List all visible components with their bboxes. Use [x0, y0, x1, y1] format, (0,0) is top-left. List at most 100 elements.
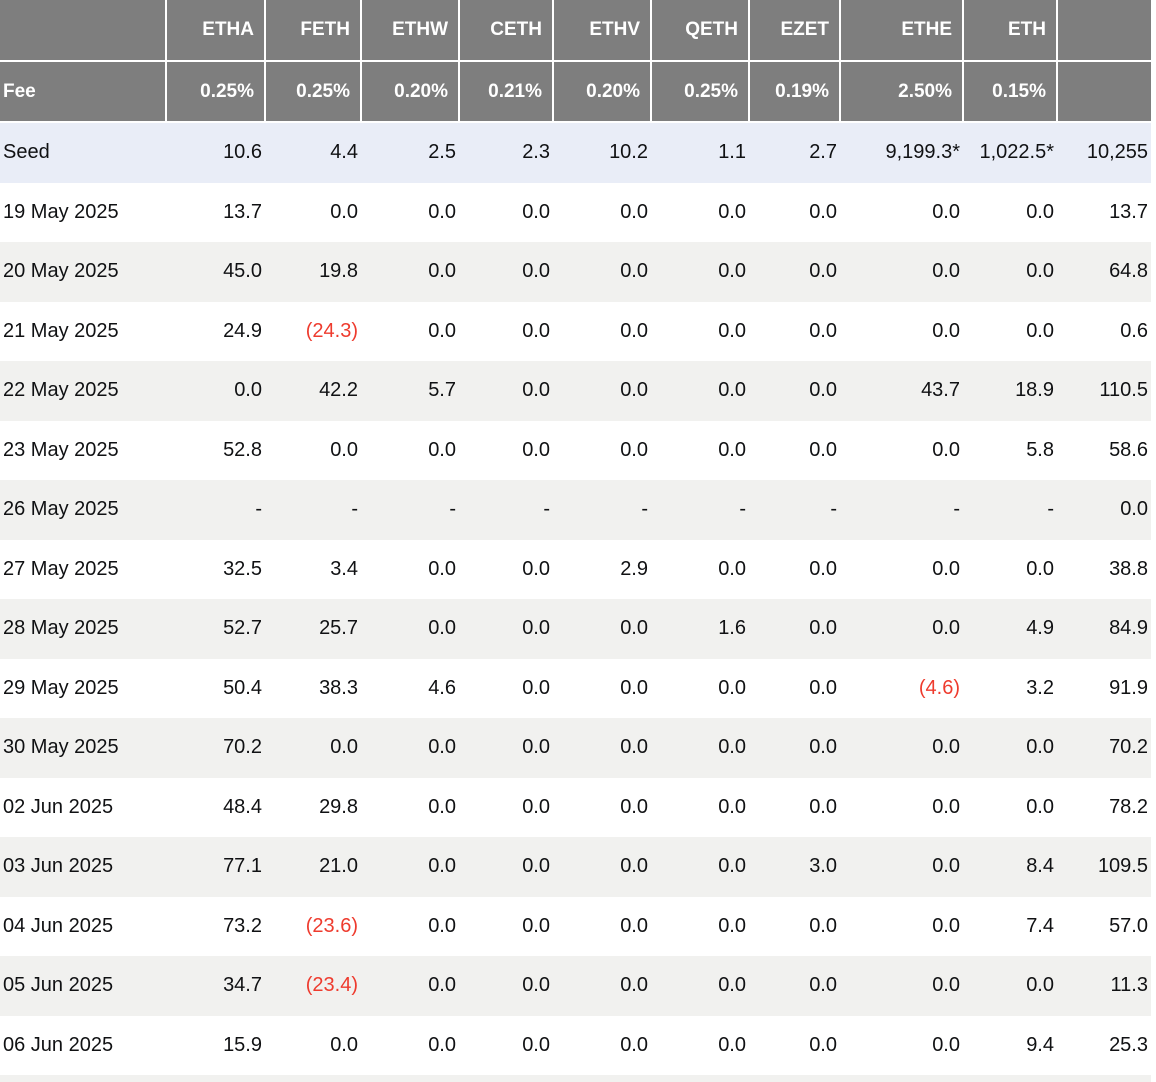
- flow-value: 0.0: [620, 795, 648, 818]
- flow-value: 0.0: [718, 914, 746, 937]
- flow-value: 4.4: [330, 141, 358, 164]
- fee-value: 0.20%: [361, 61, 460, 123]
- flow-value: 0.0: [330, 736, 358, 759]
- flow-value: 13.7: [223, 200, 262, 223]
- flow-value: 50.4: [223, 676, 262, 699]
- column-header-qeth: QETH: [651, 0, 750, 62]
- flow-value: 0.0: [330, 200, 358, 223]
- flow-value: 52.7: [223, 617, 262, 640]
- column-header-eth: ETH: [963, 0, 1058, 62]
- flow-value: (4.6): [918, 676, 960, 699]
- column-header-etha: ETHA: [166, 0, 266, 62]
- flow-value: 0.0: [809, 557, 837, 580]
- flow-value: 45.0: [223, 260, 262, 283]
- row-label: 04 Jun 2025: [3, 914, 114, 937]
- flow-value: 0.0: [932, 557, 960, 580]
- flow-value: 8.4: [1026, 855, 1054, 878]
- flow-value: -: [739, 498, 746, 521]
- row-label: 26 May 2025: [3, 498, 119, 521]
- flow-value: 0.0: [718, 200, 746, 223]
- total-value: 78.2: [1109, 795, 1148, 818]
- flow-value: 0.0: [932, 438, 960, 461]
- total-value: 0.6: [1120, 319, 1148, 342]
- flow-value: 10.2: [609, 141, 648, 164]
- flow-value: 0.0: [1026, 319, 1054, 342]
- flow-value: -: [1047, 498, 1054, 521]
- flow-value: 29.8: [319, 795, 358, 818]
- row-label: 22 May 2025: [3, 379, 119, 402]
- row-label: 20 May 2025: [3, 260, 119, 283]
- row-label: 30 May 2025: [3, 736, 119, 759]
- table-row: 04 Jun 2025 73.2 (23.6) 0.0 0.0 0.0 0.0 0.0 0.0 7…: [0, 897, 1151, 957]
- table-row: 28 May 2025 52.7 25.7 0.0 0.0 0.0 1.6 0.0 0.0 4.9…: [0, 599, 1151, 659]
- total-value: 84.9: [1109, 617, 1148, 640]
- table-row: 23 May 2025 52.8 0.0 0.0 0.0 0.0 0.0 0.0 0.0 5.8 5…: [0, 421, 1151, 481]
- flow-value: 0.0: [522, 260, 550, 283]
- flow-value: 0.0: [620, 319, 648, 342]
- flow-value: 0.0: [428, 914, 456, 937]
- flow-value: 2.3: [522, 141, 550, 164]
- table-row: 29 May 2025 50.4 38.3 4.6 0.0 0.0 0.0 0.0 (4.6) 3…: [0, 659, 1151, 719]
- flow-value: 0.0: [809, 914, 837, 937]
- flow-value: 0.0: [718, 855, 746, 878]
- total-value: 64.8: [1109, 260, 1148, 283]
- flow-value: 3.2: [1026, 676, 1054, 699]
- flow-value: 0.0: [330, 438, 358, 461]
- flow-value: 0.0: [809, 1033, 837, 1056]
- flow-value: 38.3: [319, 676, 358, 699]
- flow-value: 0.0: [932, 914, 960, 937]
- flow-value: 0.0: [718, 557, 746, 580]
- fee-value: 0.15%: [963, 61, 1058, 123]
- flow-value: 21.0: [319, 855, 358, 878]
- flow-value: 0.0: [932, 260, 960, 283]
- flow-value: -: [543, 498, 550, 521]
- total-value: 25.3: [1109, 1033, 1148, 1056]
- flow-value: 0.0: [718, 736, 746, 759]
- flow-value: 3.0: [809, 855, 837, 878]
- flow-value: 0.0: [522, 1033, 550, 1056]
- flow-value: 0.0: [809, 260, 837, 283]
- flow-value: 0.0: [1026, 736, 1054, 759]
- flow-value: 0.0: [620, 200, 648, 223]
- flow-value: 0.0: [620, 617, 648, 640]
- table-body: Seed 10.6 4.4 2.5 2.3 10.2 1.1 2.7 9,199.3* 1,022…: [0, 122, 1151, 1075]
- flow-value: 7.4: [1026, 914, 1054, 937]
- fee-value: 0.25%: [265, 61, 362, 123]
- total-value: 109.5: [1097, 855, 1148, 878]
- flow-value: 0.0: [428, 974, 456, 997]
- row-label: 28 May 2025: [3, 617, 119, 640]
- table-row: 02 Jun 2025 48.4 29.8 0.0 0.0 0.0 0.0 0.0 0.0 0.0…: [0, 778, 1151, 838]
- row-label: 19 May 2025: [3, 200, 119, 223]
- flow-value: 42.2: [319, 379, 358, 402]
- table-row: 26 May 2025 - - - - - - - - - 0.0: [0, 480, 1151, 540]
- flow-value: 0.0: [428, 200, 456, 223]
- flow-value: 0.0: [809, 438, 837, 461]
- flow-value: 0.0: [620, 914, 648, 937]
- flow-value: 0.0: [809, 319, 837, 342]
- table-row: 20 May 2025 45.0 19.8 0.0 0.0 0.0 0.0 0.0 0.0 0.0…: [0, 242, 1151, 302]
- column-header-ezet: EZET: [749, 0, 841, 62]
- flow-value: 77.1: [223, 855, 262, 878]
- flow-value: 0.0: [522, 617, 550, 640]
- total-value: 10,255: [1086, 141, 1148, 164]
- row-label: 27 May 2025: [3, 557, 119, 580]
- flow-value: 0.0: [932, 974, 960, 997]
- flow-value: 0.0: [932, 855, 960, 878]
- flow-value: 0.0: [620, 1033, 648, 1056]
- column-header-ethv: ETHV: [553, 0, 652, 62]
- table-row: 22 May 2025 0.0 42.2 5.7 0.0 0.0 0.0 0.0 43.7 18.…: [0, 361, 1151, 421]
- flow-value: 0.0: [718, 379, 746, 402]
- flow-value: 0.0: [234, 379, 262, 402]
- flow-value: 0.0: [522, 557, 550, 580]
- column-header-ceth: CETH: [459, 0, 554, 62]
- flow-value: 0.0: [428, 617, 456, 640]
- fee-value: 0.25%: [166, 61, 266, 123]
- flow-value: 18.9: [1015, 379, 1054, 402]
- flow-value: -: [830, 498, 837, 521]
- flow-value: 0.0: [428, 855, 456, 878]
- flow-value: 0.0: [428, 438, 456, 461]
- flow-value: 0.0: [809, 200, 837, 223]
- flow-value: (23.4): [305, 974, 358, 997]
- total-value: 0.0: [1120, 498, 1148, 521]
